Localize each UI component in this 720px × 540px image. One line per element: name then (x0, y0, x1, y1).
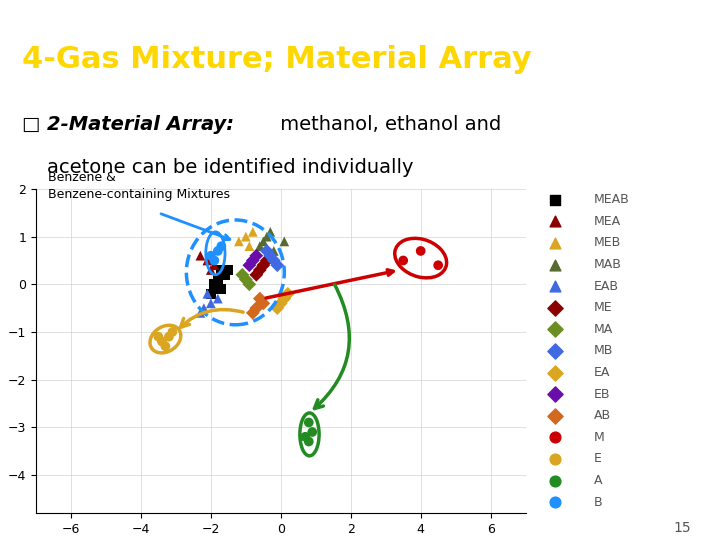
Text: Benzene-containing Mixtures: Benzene-containing Mixtures (48, 188, 230, 201)
Point (243, 242, 255, 251)
Point (209, 256, 220, 265)
Point (254, 242, 266, 251)
Point (209, 280, 220, 288)
Point (282, 289, 294, 298)
Text: M: M (593, 431, 604, 444)
Point (202, 256, 213, 265)
Text: MEB: MEB (593, 237, 621, 249)
Text: □: □ (22, 114, 40, 134)
Point (212, 294, 224, 303)
Point (247, 308, 258, 317)
Text: E: E (593, 453, 601, 465)
Text: methanol, ethanol and: methanol, ethanol and (274, 114, 501, 134)
Point (247, 227, 258, 236)
Point (271, 304, 283, 313)
Point (279, 294, 290, 303)
Point (261, 256, 273, 265)
Point (215, 242, 227, 251)
Point (205, 252, 217, 260)
Point (275, 299, 287, 308)
Point (251, 252, 262, 260)
Point (160, 342, 171, 350)
Text: EA: EA (593, 366, 610, 379)
Point (202, 289, 213, 298)
Point (254, 294, 266, 303)
Text: MB: MB (593, 345, 613, 357)
Text: MAB: MAB (593, 258, 621, 271)
Point (215, 266, 227, 274)
Point (258, 261, 269, 269)
Text: MEAB: MEAB (593, 193, 629, 206)
Text: ME: ME (593, 301, 612, 314)
Point (166, 328, 178, 336)
Point (415, 247, 426, 255)
Point (247, 256, 258, 265)
Point (205, 289, 217, 298)
Point (198, 304, 210, 313)
Point (194, 308, 206, 317)
FancyArrowPatch shape (181, 309, 243, 327)
Point (237, 271, 248, 279)
Point (163, 333, 175, 341)
Point (233, 237, 245, 246)
Point (240, 232, 251, 241)
Text: 15: 15 (674, 521, 691, 535)
Point (153, 333, 164, 341)
Point (205, 299, 217, 308)
Text: acetone can be identified individually: acetone can be identified individually (47, 158, 413, 177)
Point (240, 275, 251, 284)
Text: 2-Material Array:: 2-Material Array: (47, 114, 234, 134)
Point (397, 256, 409, 265)
Point (271, 261, 283, 269)
Text: EB: EB (593, 388, 610, 401)
Point (433, 261, 444, 269)
Point (303, 437, 315, 446)
Point (264, 252, 276, 260)
Point (215, 285, 227, 293)
Point (219, 271, 230, 279)
Point (307, 428, 318, 436)
Text: AB: AB (593, 409, 611, 422)
Point (261, 247, 273, 255)
Point (268, 247, 279, 255)
Text: MEA: MEA (593, 215, 621, 228)
FancyArrowPatch shape (315, 285, 349, 408)
Text: MA: MA (593, 323, 613, 336)
Point (258, 299, 269, 308)
Text: EAB: EAB (593, 280, 618, 293)
Text: Benzene &: Benzene & (48, 171, 115, 184)
Point (222, 266, 234, 274)
Point (261, 232, 273, 241)
Point (212, 247, 224, 255)
Point (251, 271, 262, 279)
Point (243, 261, 255, 269)
Point (268, 256, 279, 265)
Point (209, 261, 220, 269)
Point (258, 237, 269, 246)
Text: B: B (593, 496, 602, 509)
Text: A: A (593, 474, 602, 487)
Point (212, 275, 224, 284)
Point (194, 252, 206, 260)
Point (279, 237, 290, 246)
Point (205, 266, 217, 274)
Point (300, 433, 311, 441)
Point (243, 280, 255, 288)
Point (254, 266, 266, 274)
Point (264, 227, 276, 236)
Point (251, 304, 262, 313)
Point (303, 418, 315, 427)
Point (156, 337, 168, 346)
Text: 4-Gas Mixture; Material Array: 4-Gas Mixture; Material Array (22, 45, 531, 74)
